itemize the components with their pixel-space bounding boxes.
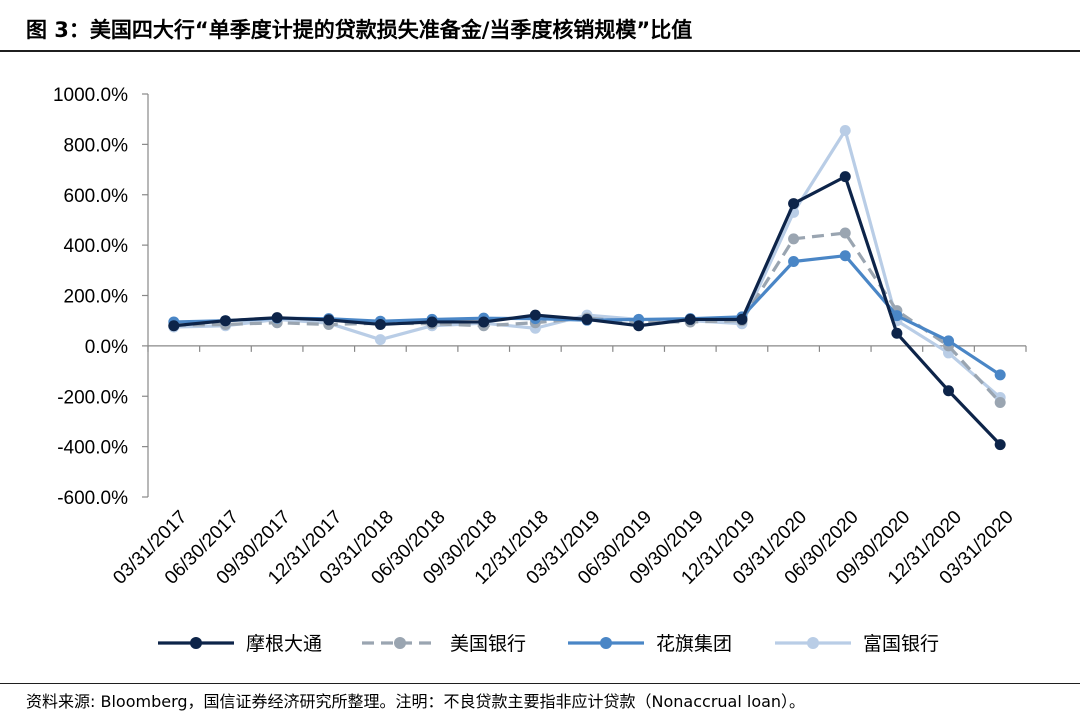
data-point (478, 316, 490, 328)
legend-label: 摩根大通 (246, 633, 322, 655)
y-tick-label: 200.0% (64, 287, 129, 308)
data-point (891, 310, 903, 322)
legend-item-2: 美国银行 (362, 633, 526, 655)
y-tick-label: -400.0% (57, 438, 128, 459)
series-4 (168, 125, 1006, 404)
data-point (994, 439, 1006, 451)
title-divider (0, 50, 1080, 52)
legend-marker (394, 637, 406, 649)
legend-item-4: 富国银行 (775, 633, 939, 655)
y-axis: 1000.0% 800.0% 600.0% 400.0% 200.0% 0.0% -200.… (53, 85, 149, 509)
series-1 (168, 171, 1006, 451)
y-tick-label: 400.0% (64, 236, 129, 257)
figure-source-note: 资料来源: Bloomberg，国信证券经济研究所整理。注明：不良贷款主要指非应… (26, 692, 806, 711)
data-point (684, 313, 696, 325)
source-divider (0, 683, 1080, 684)
y-tick-label: 0.0% (85, 337, 128, 358)
data-point (839, 250, 851, 262)
data-point (271, 312, 283, 324)
legend: 摩根大通 美国银行 花旗集团 富国银行 (158, 633, 939, 655)
data-point (788, 198, 800, 210)
y-tick-label: -600.0% (57, 488, 128, 509)
data-point (788, 255, 800, 267)
data-point (426, 316, 438, 328)
legend-marker (190, 637, 202, 649)
legend-label: 美国银行 (450, 633, 526, 655)
data-point (736, 313, 748, 325)
data-point (374, 318, 386, 330)
figure-title: 图 3：美国四大行“单季度计提的贷款损失准备金/当季度核销规模”比值 (26, 18, 693, 42)
line-chart: 1000.0% 800.0% 600.0% 400.0% 200.0% 0.0% -200.… (53, 85, 1027, 655)
data-point (529, 309, 541, 321)
data-point (891, 327, 903, 339)
y-tick-label: -200.0% (57, 387, 128, 408)
data-point (839, 125, 851, 137)
legend-marker (807, 637, 819, 649)
legend-marker (600, 637, 612, 649)
data-point (943, 385, 955, 397)
data-point (374, 334, 386, 346)
legend-item-3: 花旗集团 (568, 633, 732, 655)
legend-label: 富国银行 (863, 633, 939, 655)
data-point (168, 320, 180, 332)
data-point (788, 233, 800, 245)
data-point (994, 397, 1006, 409)
x-axis: 03/31/201706/30/201709/30/201712/31/2017… (109, 345, 1027, 589)
series-layer (168, 125, 1006, 451)
data-point (633, 320, 645, 332)
data-point (323, 314, 335, 326)
series-line (173, 128, 1002, 399)
legend-label: 花旗集团 (656, 633, 732, 655)
data-point (994, 369, 1006, 381)
y-tick-label: 800.0% (64, 135, 129, 156)
data-point (943, 335, 955, 347)
y-tick-label: 600.0% (64, 186, 129, 207)
legend-item-1: 摩根大通 (158, 633, 322, 655)
data-point (839, 227, 851, 239)
data-point (581, 313, 593, 325)
data-point (839, 171, 851, 183)
series-line (173, 231, 1002, 404)
data-point (219, 315, 231, 327)
y-tick-label: 1000.0% (53, 85, 128, 106)
